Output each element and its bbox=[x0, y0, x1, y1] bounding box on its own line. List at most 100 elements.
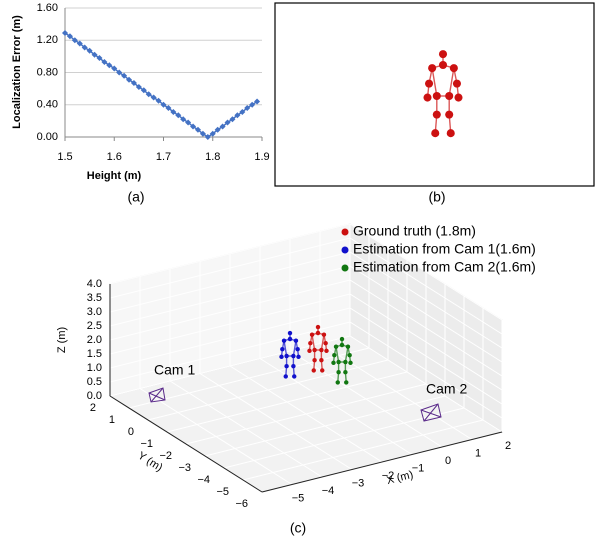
skeleton-joint bbox=[423, 93, 432, 102]
y-tick-label: 1.60 bbox=[37, 2, 58, 14]
legend-marker bbox=[341, 228, 349, 236]
skeleton-joint bbox=[432, 110, 441, 119]
marker bbox=[96, 54, 103, 61]
skeleton-joint bbox=[307, 348, 312, 354]
skeleton-joint bbox=[333, 344, 339, 349]
x-tick-label: −1 bbox=[412, 462, 425, 474]
grid-line bbox=[349, 223, 503, 321]
marker bbox=[116, 69, 123, 76]
x-tick-label: 1.6 bbox=[107, 151, 122, 163]
z-tick-label: 2.0 bbox=[87, 334, 102, 346]
x-axis bbox=[261, 431, 503, 493]
marker bbox=[111, 65, 118, 72]
marker bbox=[204, 134, 211, 140]
grid-line bbox=[109, 223, 351, 285]
marker bbox=[150, 94, 157, 101]
caption: (b) bbox=[428, 189, 445, 205]
grid-line bbox=[204, 395, 446, 457]
skeleton-joint bbox=[287, 336, 293, 342]
marker bbox=[185, 119, 192, 126]
marker bbox=[91, 51, 98, 58]
y-axis-title: Localization Error (m) bbox=[11, 15, 23, 129]
marker bbox=[170, 109, 177, 116]
grid-line bbox=[349, 265, 503, 363]
grid-line bbox=[109, 265, 351, 327]
caption: (c) bbox=[290, 520, 306, 536]
x-tick-label: 1.9 bbox=[254, 151, 269, 163]
z-tick-label: 4.0 bbox=[87, 278, 102, 290]
skeleton-bone bbox=[344, 346, 349, 363]
skeleton-joint bbox=[309, 332, 315, 337]
marker bbox=[229, 116, 236, 123]
legend-label: Ground truth (1.8m) bbox=[353, 223, 476, 239]
grid-line bbox=[349, 321, 503, 419]
y-tick-label: 1 bbox=[109, 414, 115, 426]
marker bbox=[66, 33, 73, 40]
grid-line bbox=[109, 293, 351, 355]
grid-line bbox=[223, 407, 465, 469]
y-tick-label: −6 bbox=[235, 498, 248, 510]
grid-line bbox=[349, 279, 503, 377]
skeleton-joint bbox=[296, 354, 301, 360]
x-tick-label: −4 bbox=[322, 485, 335, 497]
x-axis-title: Height (m) bbox=[87, 170, 142, 182]
y-tick-label: 2 bbox=[90, 402, 96, 414]
x-tick-label: 1.7 bbox=[156, 151, 171, 163]
skeleton-joint bbox=[319, 357, 324, 363]
skeleton-joint bbox=[323, 340, 328, 346]
marker bbox=[126, 76, 133, 83]
marker bbox=[234, 112, 241, 119]
skeleton-joint bbox=[425, 79, 434, 88]
marker bbox=[190, 123, 197, 130]
y-tick-label: −5 bbox=[216, 486, 229, 498]
marker bbox=[180, 116, 187, 123]
skeleton-joint bbox=[438, 50, 448, 59]
skeleton-joint bbox=[345, 344, 351, 349]
skeleton-joint bbox=[324, 348, 329, 354]
skeleton-joint bbox=[292, 374, 297, 379]
grid-line bbox=[349, 335, 503, 433]
marker bbox=[135, 84, 142, 91]
grid-line bbox=[109, 307, 351, 369]
marker bbox=[121, 72, 128, 79]
skeleton-bone bbox=[335, 346, 340, 363]
skeleton-joint bbox=[279, 354, 284, 360]
z-axis-title: Z (m) bbox=[56, 327, 68, 353]
grid-line bbox=[349, 237, 503, 335]
skeleton-joint bbox=[445, 110, 454, 119]
marker bbox=[160, 101, 167, 108]
skeleton-bone bbox=[283, 340, 288, 357]
skeleton-joint bbox=[332, 352, 337, 358]
x-tick-label: 1.8 bbox=[205, 151, 220, 163]
camera bbox=[420, 403, 442, 422]
skeleton-joint bbox=[280, 346, 285, 352]
grid-line bbox=[349, 251, 503, 349]
annotation: Cam 1 bbox=[154, 362, 195, 378]
skeleton-bone bbox=[320, 334, 325, 351]
skeleton-bone bbox=[292, 340, 297, 357]
skeleton-joint bbox=[287, 330, 293, 336]
marker bbox=[130, 79, 137, 86]
skeleton-joint bbox=[452, 79, 461, 88]
x-tick-label: 2 bbox=[505, 440, 511, 452]
skeleton-joint bbox=[336, 369, 341, 375]
marker bbox=[140, 87, 147, 94]
grid-line bbox=[128, 347, 370, 409]
skeleton-joint bbox=[347, 352, 352, 358]
grid-line bbox=[109, 251, 351, 313]
skeleton-joint bbox=[284, 363, 289, 369]
skeleton-joint bbox=[315, 324, 321, 330]
skeleton-joint bbox=[446, 129, 455, 138]
grid-line bbox=[109, 279, 351, 341]
caption: (a) bbox=[127, 189, 144, 205]
marker bbox=[101, 59, 108, 66]
annotation: Cam 2 bbox=[426, 381, 467, 397]
skeleton-joint bbox=[348, 360, 353, 366]
z-tick-label: 1.0 bbox=[87, 362, 102, 374]
camera bbox=[148, 387, 166, 403]
skeleton-joint bbox=[315, 330, 321, 336]
y-tick-label: −3 bbox=[178, 462, 191, 474]
z-tick-label: 1.5 bbox=[87, 348, 102, 360]
